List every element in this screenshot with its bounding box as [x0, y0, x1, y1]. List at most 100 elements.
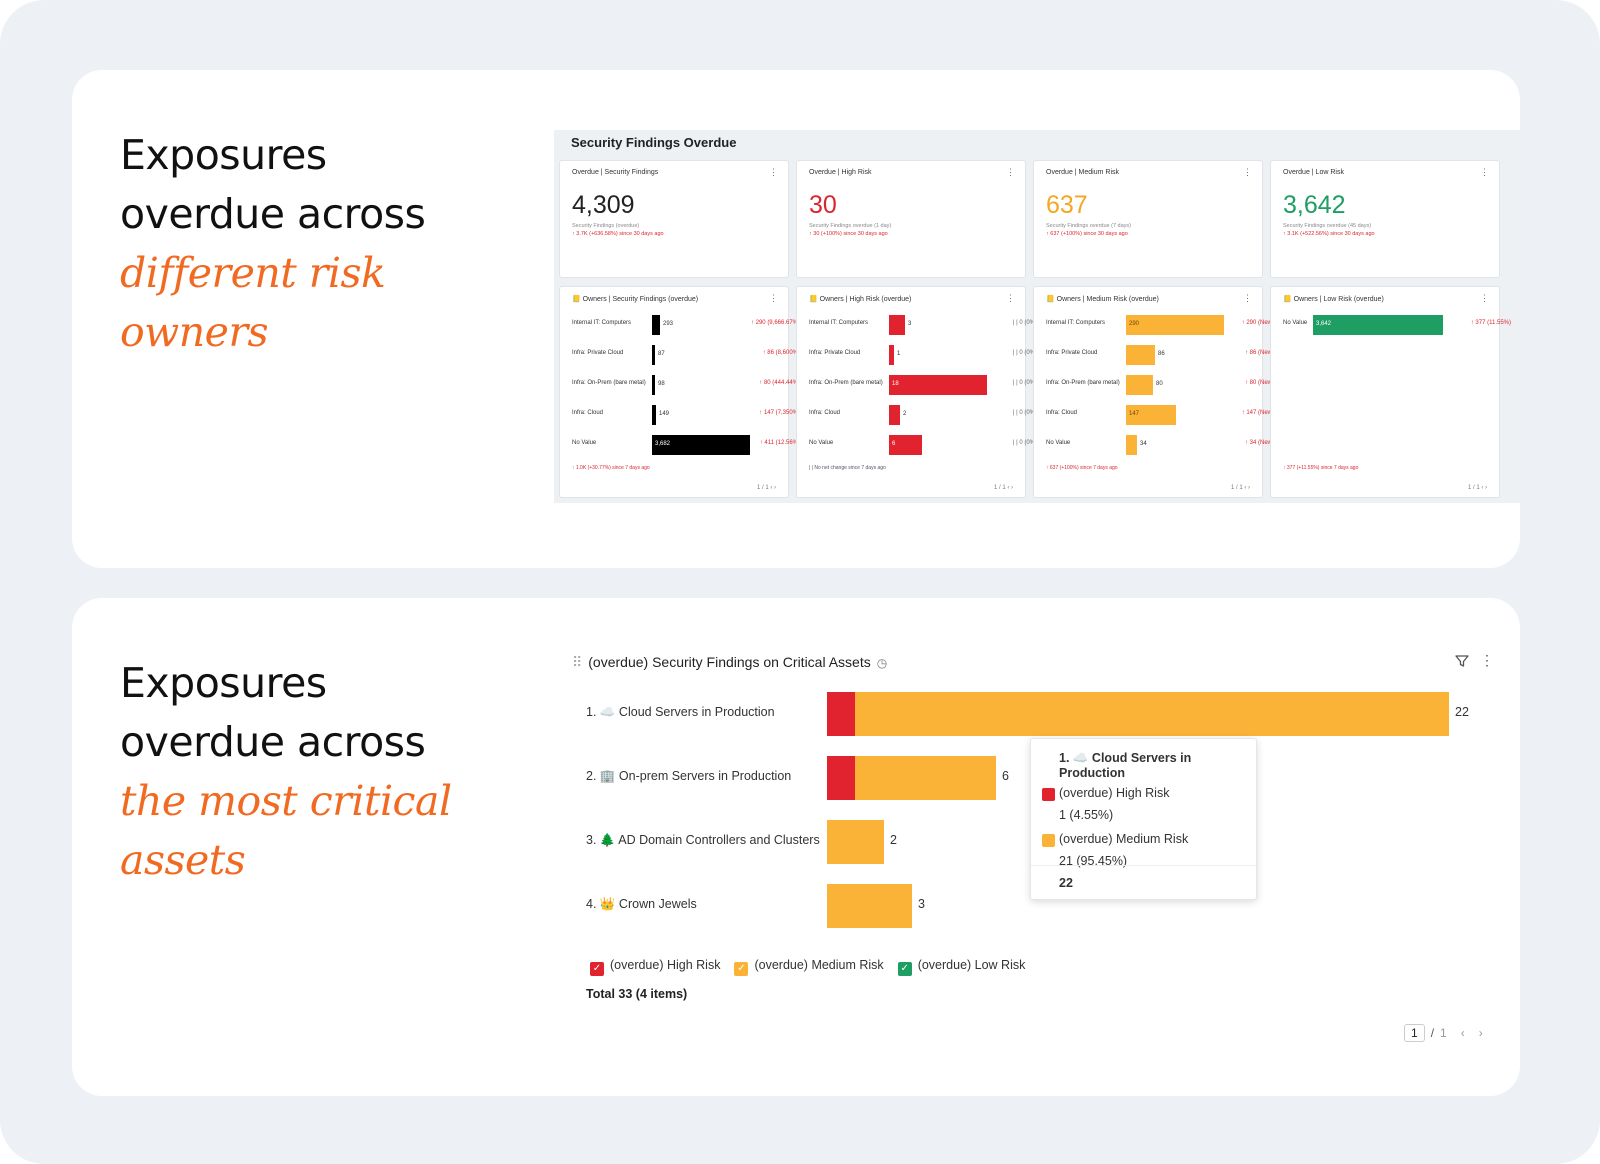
owner-row: Internal IT: Computers 293 ↑ 290 (9,666.67… [572, 315, 800, 335]
owner-change: ↑ 80 (New) [1244, 380, 1274, 386]
chart-tooltip: 1. ☁️ Cloud Servers in Production (overd… [1030, 738, 1257, 900]
owner-row: Infra: Private Cloud 1 | | 0 (0%) [809, 345, 1037, 365]
owners-tile: 📒 Owners | High Risk (overdue) ⋮ Internal … [796, 286, 1037, 498]
legend-item[interactable]: ✓ (overdue) Low Risk [897, 958, 1026, 976]
pagination: 1 / 1 ‹ › [1398, 1024, 1483, 1042]
owner-label: Infra: Cloud [809, 410, 841, 416]
owners-pagination[interactable]: 1 / 1 ‹ › [1467, 485, 1487, 491]
kpi-value: 637 [1046, 191, 1088, 219]
bar-segment[interactable] [827, 884, 912, 928]
owner-bar [1126, 435, 1137, 455]
owners-title: 📒 Owners | Security Findings (overdue) [572, 296, 699, 303]
owner-value: 149 [659, 411, 670, 417]
owner-row: Infra: On-Prem (bare metal) 80 ↑ 80 (New) [1046, 375, 1274, 395]
owner-label: Infra: On-Prem (bare metal) [809, 380, 883, 386]
more-vertical-icon[interactable]: ⋮ [769, 293, 778, 303]
bar-segment[interactable] [827, 756, 855, 800]
category-label: 3. 🌲 AD Domain Controllers and Clusters [586, 833, 820, 847]
kpi-value: 30 [809, 191, 837, 219]
owner-bar [1126, 345, 1155, 365]
owner-bar [1313, 315, 1443, 335]
owner-row: Infra: Cloud 149 ↑ 147 (7,350%) [572, 405, 800, 425]
more-vertical-icon[interactable]: ⋮ [1480, 293, 1489, 303]
kpi-tile: Overdue | Medium Risk ⋮ 637 Security Findin… [1033, 160, 1263, 278]
kpi-change: ↑ 3.1K (+522.56%) since 30 days ago [1283, 231, 1375, 237]
more-vertical-icon[interactable]: ⋮ [1480, 167, 1489, 177]
owner-bar [1126, 315, 1224, 335]
owner-label: Infra: On-Prem (bare metal) [572, 380, 646, 386]
bottom-headline: Exposures overdue across the most critic… [120, 654, 452, 890]
owner-value: 87 [658, 351, 665, 357]
owner-row: No Value 3,642 ↑ 377 (11.55%) [1283, 315, 1511, 335]
owner-bar [889, 315, 905, 335]
owner-label: No Value [1283, 320, 1308, 326]
owner-row: Infra: On-Prem (bare metal) 18 | | 0 (0%) [809, 375, 1037, 395]
page-separator: / [1430, 1026, 1435, 1040]
bar-total-label: 3 [918, 897, 925, 911]
category-label: 2. 🏢 On-prem Servers in Production [586, 769, 792, 783]
bottom-card: Exposures overdue across the most critic… [72, 598, 1520, 1096]
bar-total-label: 6 [1002, 769, 1009, 783]
next-page-icon[interactable]: › [1478, 1026, 1483, 1040]
owner-bar [889, 375, 987, 395]
owners-footer: ↑ 637 (+100%) since 7 days ago [1046, 465, 1118, 471]
prev-page-icon[interactable]: ‹ [1460, 1026, 1465, 1040]
owners-pagination[interactable]: 1 / 1 ‹ › [993, 485, 1013, 491]
page-total: 1 [1440, 1026, 1447, 1040]
kpi-value: 3,642 [1283, 191, 1346, 219]
headline-emphasis: the most critical [120, 777, 452, 825]
owners-pagination[interactable]: 1 / 1 ‹ › [756, 485, 776, 491]
bar-segment[interactable] [855, 756, 996, 800]
owner-change: | | 0 (0%) [1012, 410, 1037, 416]
drag-handle-icon[interactable]: ⠿ [572, 654, 583, 670]
legend-item[interactable]: ✓ (overdue) High Risk [590, 958, 720, 976]
chart-legend: ✓ (overdue) High Risk ✓ (overdue) Medium Ri… [590, 958, 1039, 976]
owner-row: Infra: Private Cloud 86 ↑ 86 (New) [1046, 345, 1274, 365]
more-vertical-icon[interactable]: ⋮ [1243, 167, 1252, 177]
clock-icon[interactable]: ◷ [876, 656, 888, 670]
owner-bar [1126, 375, 1153, 395]
owner-label: Internal IT: Computers [572, 320, 632, 326]
owner-row: Infra: On-Prem (bare metal) 98 ↑ 80 (444.4… [572, 375, 800, 395]
owner-bar [889, 435, 922, 455]
owner-label: Infra: Cloud [1046, 410, 1078, 416]
owner-bar [889, 345, 894, 365]
owner-row: Internal IT: Computers 290 ↑ 290 (New) [1046, 315, 1274, 335]
legend-checkbox[interactable]: ✓ [897, 962, 912, 976]
bar-segment[interactable] [827, 692, 855, 736]
owner-row: No Value 3,682 ↑ 411 (12.56%) [572, 435, 800, 455]
legend-checkbox[interactable]: ✓ [734, 962, 749, 976]
owners-footer: ↑ 1.0K (+30.77%) since 7 days ago [572, 465, 650, 471]
owner-label: Infra: Cloud [572, 410, 604, 416]
page-current[interactable]: 1 [1404, 1024, 1425, 1042]
kpi-subtitle: Security Findings overdue (7 days) [1046, 223, 1131, 229]
more-vertical-icon[interactable]: ⋮ [769, 167, 778, 177]
legend-checkbox[interactable]: ✓ [590, 962, 604, 976]
owner-row: Infra: Cloud 147 ↑ 147 (New) [1046, 405, 1274, 425]
more-vertical-icon[interactable]: ⋮ [1006, 167, 1015, 177]
legend-item[interactable]: ✓ (overdue) Medium Risk [734, 958, 884, 976]
owner-change: | | 0 (0%) [1012, 440, 1037, 446]
more-vertical-icon[interactable]: ⋮ [1480, 652, 1494, 668]
bar-segment[interactable] [855, 692, 1449, 736]
owner-label: Infra: Private Cloud [809, 350, 861, 356]
bar-segment[interactable] [827, 820, 884, 864]
legend-label: (overdue) Low Risk [917, 958, 1026, 972]
owner-value: 3 [908, 321, 912, 327]
owners-footer: | | No net change since 7 days ago [809, 465, 886, 471]
owners-tile: 📒 Owners | Medium Risk (overdue) ⋮ Interna… [1033, 286, 1274, 498]
kpi-subtitle: Security Findings (overdue) [572, 223, 640, 229]
filter-icon[interactable] [1455, 654, 1469, 671]
owners-pagination[interactable]: 1 / 1 ‹ › [1230, 485, 1250, 491]
more-vertical-icon[interactable]: ⋮ [1006, 293, 1015, 303]
owner-value: 293 [663, 321, 674, 327]
more-vertical-icon[interactable]: ⋮ [1243, 293, 1252, 303]
owners-tile: 📒 Owners | Security Findings (overdue) ⋮ I… [559, 286, 800, 498]
headline-emphasis: owners [120, 308, 269, 356]
owner-change: ↑ 147 (New) [1241, 410, 1274, 416]
tooltip-total: 22 [1059, 876, 1073, 890]
top-card: Exposures overdue across different risk … [72, 70, 1520, 568]
owner-change: ↑ 86 (New) [1244, 350, 1274, 356]
tooltip-series-name: (overdue) Medium Risk [1059, 832, 1189, 846]
